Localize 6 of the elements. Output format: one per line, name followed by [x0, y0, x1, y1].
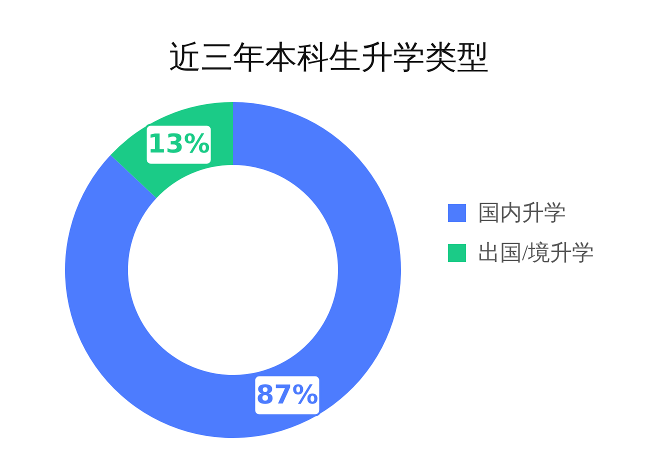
chart-title: 近三年本科生升学类型: [168, 38, 490, 77]
legend-label: 出国/境升学: [478, 239, 594, 267]
data-label: 13%: [148, 130, 210, 160]
donut-slice: [65, 102, 401, 438]
legend-label: 国内升学: [478, 199, 566, 227]
data-label: 87%: [256, 380, 318, 410]
